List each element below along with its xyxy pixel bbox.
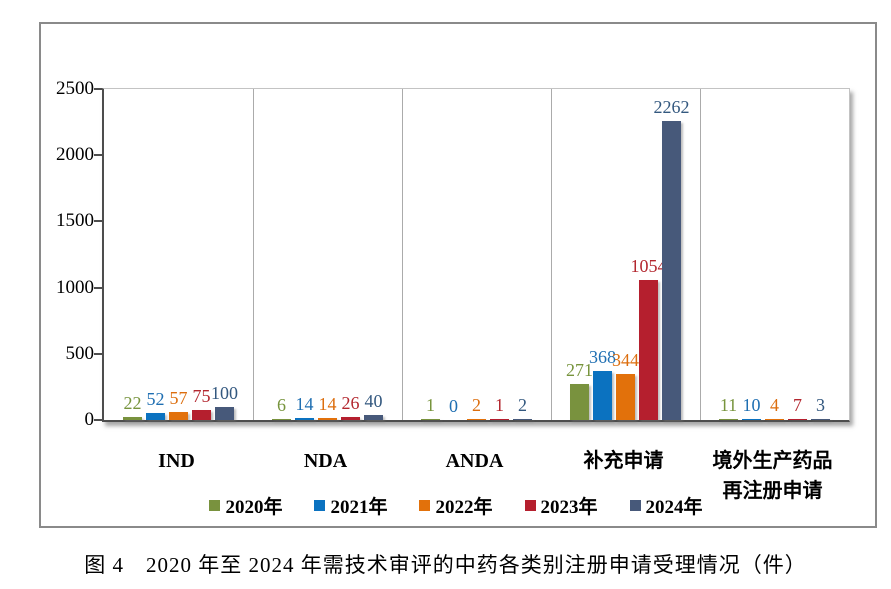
legend-label: 2023年	[540, 496, 598, 518]
y-tick-mark	[94, 353, 102, 355]
legend-label: 2021年	[330, 496, 388, 518]
legend: 2020年 2021年 2022年 2023年 2024年	[39, 492, 873, 518]
bar	[341, 417, 360, 420]
bar-value-label: 75	[192, 386, 211, 406]
category-label: 补充申请	[583, 450, 664, 472]
bar-value-label: 10	[742, 395, 761, 415]
bar-value-label: 26	[341, 393, 360, 413]
bar	[318, 418, 337, 420]
bar-value-label: 2262	[653, 97, 690, 117]
bar	[146, 413, 165, 420]
y-tick-mark	[94, 220, 102, 222]
y-tick-mark	[94, 88, 102, 90]
category-label: NDA	[303, 450, 348, 472]
bar	[570, 384, 589, 420]
y-tick-label: 0	[84, 409, 95, 430]
legend-label: 2024年	[645, 496, 703, 518]
bar	[123, 417, 142, 420]
bar-value-label: 14	[295, 394, 314, 414]
bar-value-label: 368	[589, 347, 616, 367]
legend-swatch	[629, 499, 641, 511]
bar	[490, 419, 509, 420]
bar-value-label: 22	[123, 393, 142, 413]
bar-value-label: 2	[472, 395, 481, 415]
bar	[742, 419, 761, 420]
bar-value-label: 0	[449, 396, 458, 416]
chart-caption: 图 4 2020 年至 2024 年需技术审评的中药各类别注册申请受理情况（件）	[84, 553, 807, 577]
bar-value-label: 4	[770, 395, 779, 415]
y-tick-label: 1500	[56, 210, 94, 231]
bar	[192, 410, 211, 420]
legend-swatch	[419, 499, 431, 511]
legend-item: 2022年	[419, 492, 493, 519]
legend-item: 2024年	[629, 492, 703, 519]
bar-value-label: 52	[146, 389, 165, 409]
category-label: IND	[158, 450, 195, 472]
bar	[616, 374, 635, 420]
bar	[215, 407, 234, 420]
y-tick-label: 2000	[56, 144, 94, 165]
bar-value-label: 14	[318, 394, 337, 414]
bar	[467, 419, 486, 420]
legend-swatch	[209, 499, 221, 511]
bar-value-label: 100	[211, 383, 238, 403]
bar	[364, 415, 383, 420]
column-divider	[700, 89, 701, 420]
y-tick-label: 2500	[56, 78, 94, 99]
y-tick-mark	[94, 154, 102, 156]
bar	[295, 418, 314, 420]
bar	[788, 419, 807, 420]
y-tick-label: 500	[65, 343, 95, 364]
bar-value-label: 6	[277, 395, 286, 415]
bar	[811, 419, 830, 420]
column-divider	[253, 89, 254, 420]
bar	[169, 412, 188, 420]
bar-value-label: 1	[426, 395, 435, 415]
category-label: 境外生产药品 再注册申请	[712, 450, 833, 502]
bar	[639, 280, 658, 420]
category-label: ANDA	[445, 450, 504, 472]
y-tick-label: 1000	[56, 277, 94, 298]
bar	[662, 121, 681, 420]
legend-item: 2023年	[524, 492, 598, 519]
legend-label: 2022年	[435, 496, 493, 518]
bar	[272, 419, 291, 420]
bar	[719, 419, 738, 420]
column-divider	[551, 89, 552, 420]
legend-label: 2020年	[225, 496, 283, 518]
y-tick-mark	[94, 287, 102, 289]
bar	[513, 419, 532, 420]
legend-item: 2020年	[209, 492, 282, 519]
column-divider	[402, 89, 403, 420]
bar-value-label: 40	[364, 391, 383, 411]
bar	[765, 419, 784, 420]
bar-value-label: 2	[518, 395, 527, 415]
bar-value-label: 11	[719, 395, 738, 415]
bar	[421, 419, 440, 420]
legend-item: 2021年	[314, 492, 387, 519]
legend-swatch	[314, 499, 326, 511]
y-tick-mark	[94, 419, 102, 421]
plot-area: 22 52 57 75 100 6 14 14 26 40 1 0 2 1 2 271 368 344 1054 22…	[102, 88, 850, 422]
bar-value-label: 57	[169, 388, 188, 408]
legend-swatch	[524, 499, 536, 511]
bar	[593, 371, 612, 420]
bar-value-label: 1	[495, 395, 504, 415]
bar-value-label: 7	[793, 395, 802, 415]
